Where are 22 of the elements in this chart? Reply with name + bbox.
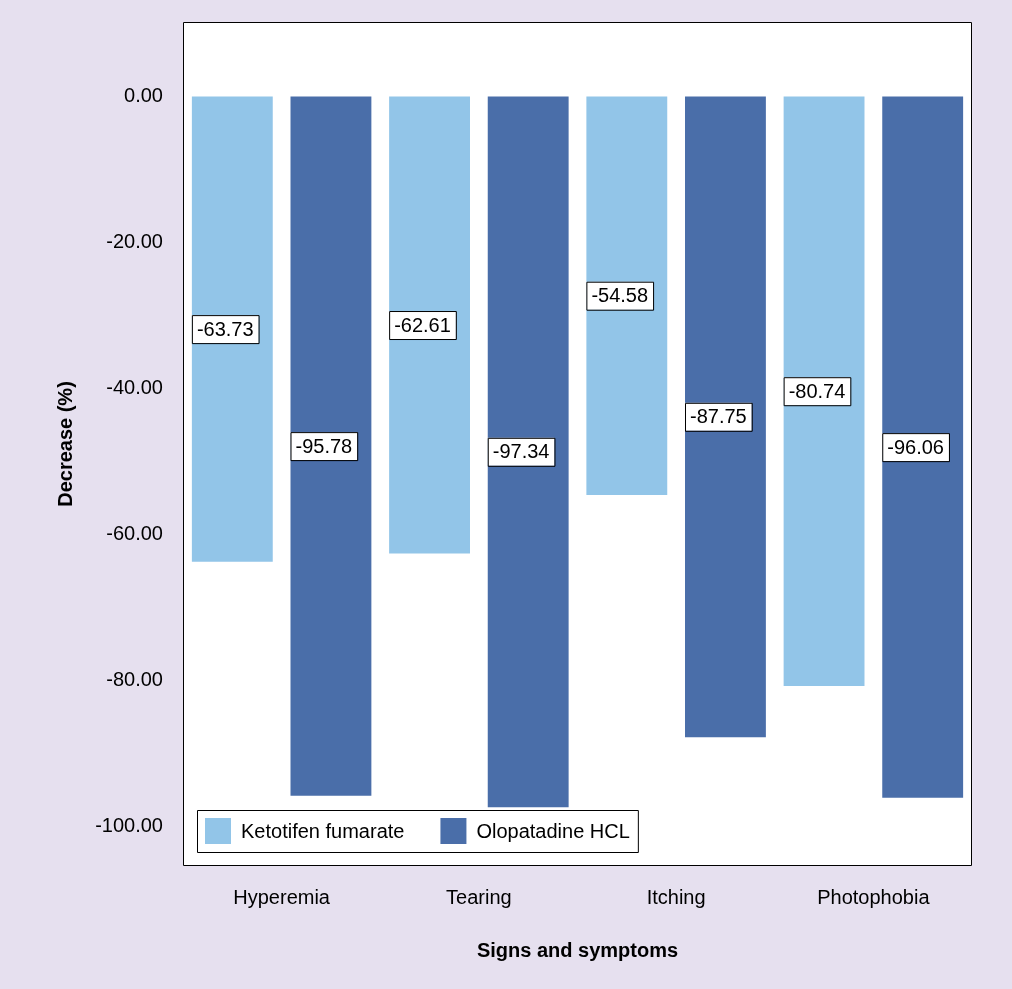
y-tick-label: 0.00 [124,83,163,106]
y-tick-label: -80.00 [106,668,163,691]
y-axis-title: Decrease (%) [53,381,76,507]
x-tick-label: Hyperemia [233,885,331,908]
data-label: -62.61 [394,313,451,336]
y-tick-label: -60.00 [106,522,163,545]
legend-label: Ketotifen fumarate [241,819,405,842]
data-label: -63.73 [196,317,254,340]
legend-label: Olopatadine HCL [476,819,630,842]
data-label: -95.78 [295,434,353,457]
x-tick-label: Itching [646,885,706,908]
y-tick-label: -40.00 [106,376,163,399]
data-label: -97.34 [492,440,550,463]
x-tick-label: Photophobia [817,885,931,908]
x-tick-label: Tearing [446,885,512,908]
x-axis-title: Signs and symptoms [476,938,679,961]
data-label: -87.75 [690,405,747,428]
y-tick-label: -100.00 [95,814,163,837]
data-label: -96.06 [887,435,944,458]
data-label: -80.74 [788,379,846,402]
data-label: -54.58 [591,284,649,307]
y-tick-label: -20.00 [106,230,163,253]
